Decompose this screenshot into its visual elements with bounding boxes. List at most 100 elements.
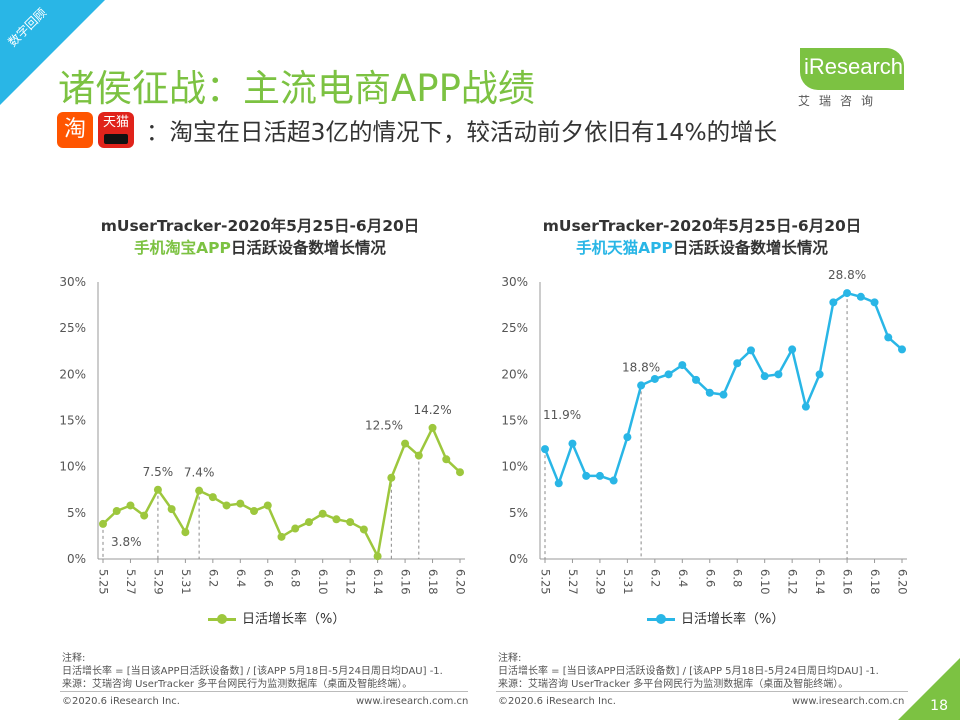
data-label: 3.8% (111, 535, 142, 549)
x-tick-label: 6.8 (731, 569, 745, 587)
data-point (637, 381, 646, 390)
footer-divider (60, 691, 468, 692)
x-tick-label: 6.10 (758, 569, 772, 595)
data-point (719, 390, 728, 399)
data-point (318, 509, 327, 518)
x-tick-label: 5.27 (124, 569, 138, 595)
taobao-app-icon: 淘 (57, 112, 93, 148)
chart1-title-rest: 日活跃设备数增长情况 (230, 239, 386, 257)
data-point (884, 333, 893, 342)
data-point (898, 345, 906, 354)
x-tick-label: 6.10 (316, 569, 330, 595)
y-tick-label: 30% (59, 275, 86, 289)
footer-url: www.iresearch.com.cn (356, 696, 469, 707)
data-point (678, 361, 687, 370)
data-label: 11.9% (543, 408, 581, 422)
x-tick-label: 6.12 (344, 569, 358, 595)
y-tick-label: 5% (509, 506, 528, 520)
note-line: 注释: (498, 653, 522, 664)
chart1-legend: 日活增长率（%） (208, 608, 345, 627)
chart2-plot: 0% 5% 10% 15% 20% 25% 30% 5.25 5.27 5.29 5.31 6.2 6.… (501, 268, 909, 595)
y-tick-label: 0% (67, 552, 86, 566)
chart1-legend-label: 日活增长率（%） (242, 612, 346, 627)
x-tick-label: 5.31 (621, 569, 635, 595)
data-point (582, 471, 591, 480)
x-tick-label: 6.6 (703, 569, 717, 587)
chart1-title: mUserTracker-2020年5月25日-6月20日 手机淘宝APP日活跃… (60, 214, 460, 258)
data-point (760, 372, 769, 381)
data-point (442, 455, 451, 464)
data-point (208, 493, 217, 502)
data-point (291, 524, 300, 533)
data-label: 14.2% (413, 403, 451, 417)
data-point (843, 289, 852, 298)
chart2-legend: 日活增长率（%） (647, 608, 784, 627)
data-point (428, 423, 437, 432)
data-point (373, 552, 382, 561)
footer-divider (496, 691, 908, 692)
x-tick-label: 6.18 (426, 569, 440, 595)
note-line: 来源：艾瑞咨询 UserTracker 多平台网民行为监测数据库（桌面及智能终端… (498, 679, 849, 690)
x-tick-label: 6.6 (261, 569, 275, 587)
x-tick-label: 5.25 (97, 569, 111, 595)
data-point (456, 468, 464, 477)
chart2-legend-label: 日活增长率（%） (681, 612, 785, 627)
data-point (801, 402, 810, 411)
data-point (692, 375, 701, 384)
x-tick-label: 6.20 (454, 569, 468, 595)
y-tick-label: 15% (59, 414, 86, 428)
x-tick-label: 5.29 (593, 569, 607, 595)
x-tick-label: 6.16 (399, 569, 413, 595)
chart2-title-rest: 日活跃设备数增长情况 (672, 239, 828, 257)
chart1-plot: 0% 5% 10% 15% 20% 25% 30% 5.25 5.27 5.29 5.31 6.2 6.… (59, 275, 468, 595)
tmall-face-icon (104, 134, 128, 144)
y-tick-label: 0% (509, 552, 528, 566)
x-tick-label: 6.16 (841, 569, 855, 595)
data-point (829, 298, 838, 307)
data-point (664, 370, 673, 379)
legend-dot-icon (217, 614, 227, 624)
logo-badge (800, 48, 904, 90)
data-point (414, 451, 423, 460)
data-point (222, 501, 231, 510)
y-tick-label: 10% (501, 460, 528, 474)
data-point (236, 499, 245, 508)
data-label: 12.5% (365, 419, 403, 433)
footer-copyright: ©2020.6 iResearch Inc. (498, 696, 616, 707)
chart2-title: mUserTracker-2020年5月25日-6月20日 手机天猫APP日活跃… (502, 214, 902, 258)
y-tick-label: 10% (59, 460, 86, 474)
x-tick-label: 6.14 (813, 569, 827, 595)
tmall-app-icon: 天猫 (98, 112, 134, 148)
page-title: 诸侯征战：主流电商APP战绩 (58, 67, 535, 110)
y-tick-label: 15% (501, 414, 528, 428)
x-tick-label: 6.18 (868, 569, 882, 595)
x-tick-label: 6.2 (206, 569, 220, 587)
data-point (153, 485, 162, 494)
data-point (140, 511, 149, 520)
data-point (623, 433, 632, 442)
y-tick-label: 30% (501, 275, 528, 289)
chart1-title-line2: 手机淘宝APP日活跃设备数增长情况 (60, 236, 460, 258)
data-point (856, 292, 865, 301)
data-point (99, 519, 107, 528)
chart1-notes: 注释: 日活增长率 = [当日该APP日活跃设备数] / [该APP 5月18日… (62, 652, 443, 691)
data-point (387, 473, 396, 482)
x-tick-label: 6.14 (371, 569, 385, 595)
y-tick-label: 25% (59, 321, 86, 335)
data-point (815, 370, 824, 379)
data-label: 18.8% (622, 360, 660, 374)
tmall-icon-label: 天猫 (102, 115, 129, 130)
data-point (112, 506, 121, 515)
data-point (401, 439, 410, 448)
y-tick-label: 5% (67, 506, 86, 520)
data-point (195, 486, 204, 495)
data-point (167, 505, 176, 514)
data-point (568, 439, 577, 448)
x-tick-label: 6.8 (289, 569, 303, 587)
note-line: 日活增长率 = [当日该APP日活跃设备数] / [该APP 5月18日-5月2… (62, 666, 443, 677)
data-point (126, 501, 135, 510)
note-line: 来源：艾瑞咨询 UserTracker 多平台网民行为监测数据库（桌面及智能终端… (62, 679, 413, 690)
data-point (250, 506, 259, 515)
chart2-title-line2: 手机天猫APP日活跃设备数增长情况 (502, 236, 902, 258)
data-point (554, 479, 563, 488)
